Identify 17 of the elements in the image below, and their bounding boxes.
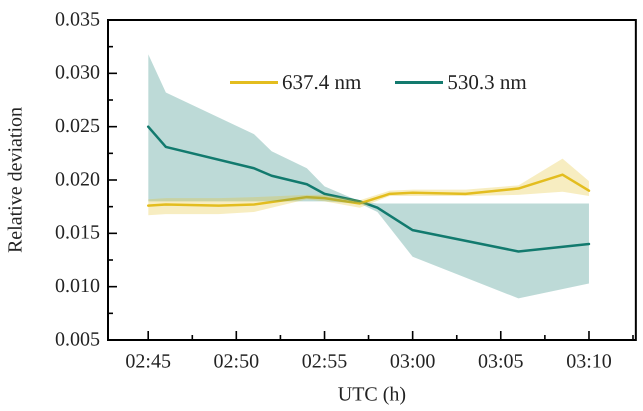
y-tick-label: 0.035 [55,8,100,30]
x-tick-label: 02:50 [214,350,260,372]
x-tick-label: 02:55 [302,350,348,372]
x-axis-title: UTC (h) [338,383,406,406]
x-tick-label: 03:05 [478,350,524,372]
legend-label: 637.4 nm [282,70,362,95]
y-tick-label: 0.030 [55,62,100,84]
x-tick-label: 03:00 [390,350,436,372]
y-axis-title: Relative deviation [4,106,26,254]
y-tick-label: 0.025 [55,114,100,137]
legend-label: 530.3 nm [447,70,527,95]
x-tick-label: 03:10 [566,350,612,372]
y-tick-label: 0.010 [55,274,100,297]
x-tick-label: 02:45 [125,350,171,372]
y-tick-label: 0.015 [55,222,100,244]
y-tick-label: 0.020 [55,168,100,190]
y-tick-label: 0.005 [55,328,100,350]
